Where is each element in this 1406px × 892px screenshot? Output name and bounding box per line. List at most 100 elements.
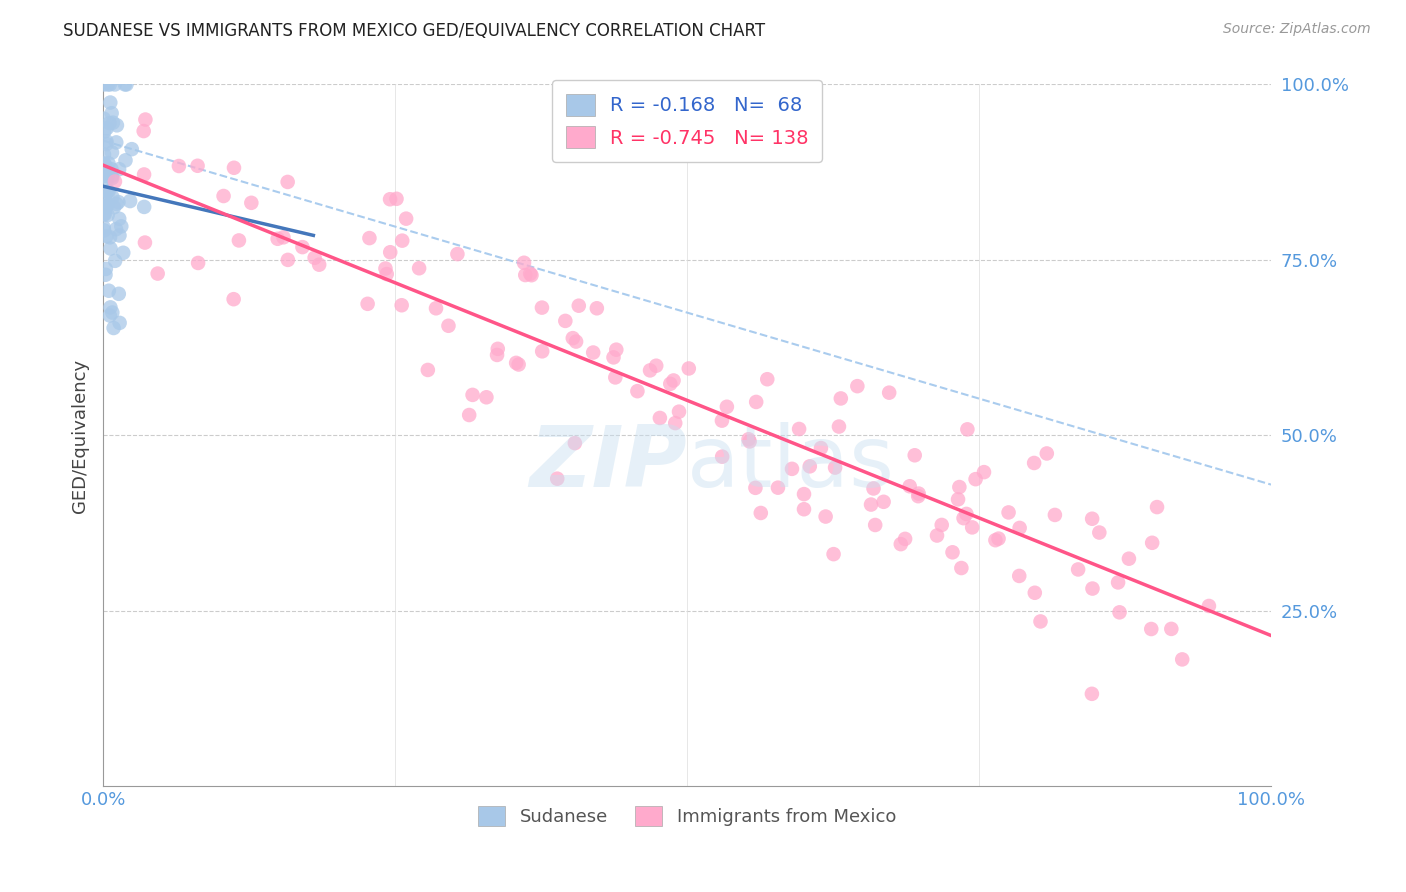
Point [107, 286, 129, 301]
Point [446, 247, 468, 261]
Point [96, 121, 118, 136]
Point [830, 392, 852, 406]
Point [898, 479, 921, 493]
Point [385, 192, 408, 206]
Point [115, 78, 138, 92]
Point [103, 321, 125, 335]
Point [94, 207, 117, 221]
Point [1036, 446, 1059, 460]
Point [93, 191, 115, 205]
Point [582, 345, 605, 359]
Point [877, 385, 900, 400]
Point [823, 547, 845, 561]
Point [93, 112, 115, 126]
Point [965, 472, 987, 486]
Point [941, 545, 963, 559]
Point [96, 136, 118, 151]
Point [1140, 536, 1163, 550]
Point [105, 222, 128, 236]
Point [94, 261, 117, 276]
Point [273, 230, 295, 244]
Point [1067, 562, 1090, 576]
Point [96, 184, 118, 198]
Point [1024, 456, 1046, 470]
Point [132, 124, 155, 138]
Point [98, 309, 121, 323]
Point [105, 119, 128, 133]
Point [564, 436, 586, 450]
Point [101, 190, 124, 204]
Point [94, 157, 117, 171]
Point [907, 489, 929, 503]
Point [104, 174, 127, 188]
Point [486, 348, 509, 362]
Point [212, 189, 235, 203]
Point [531, 344, 554, 359]
Point [110, 219, 132, 234]
Point [1024, 586, 1046, 600]
Point [437, 318, 460, 333]
Point [304, 251, 326, 265]
Point [120, 194, 142, 208]
Point [97, 184, 120, 198]
Point [94, 268, 117, 282]
Point [96, 229, 118, 244]
Point [132, 168, 155, 182]
Point [678, 361, 700, 376]
Point [96, 169, 118, 184]
Point [1008, 569, 1031, 583]
Point [187, 159, 209, 173]
Point [96, 161, 118, 175]
Point [359, 231, 381, 245]
Point [1008, 521, 1031, 535]
Point [112, 245, 135, 260]
Point [846, 379, 869, 393]
Point [167, 159, 190, 173]
Point [96, 198, 118, 212]
Point [799, 459, 821, 474]
Point [565, 334, 588, 349]
Point [513, 256, 536, 270]
Point [659, 376, 682, 391]
Point [101, 145, 124, 160]
Point [904, 448, 927, 462]
Point [1029, 615, 1052, 629]
Point [997, 505, 1019, 519]
Point [872, 495, 894, 509]
Point [787, 422, 810, 436]
Point [121, 142, 143, 156]
Point [948, 480, 970, 494]
Point [240, 195, 263, 210]
Point [222, 161, 245, 175]
Point [97, 208, 120, 222]
Point [100, 242, 122, 256]
Point [96, 173, 118, 187]
Point [907, 486, 929, 500]
Point [956, 422, 979, 436]
Text: SUDANESE VS IMMIGRANTS FROM MEXICO GED/EQUIVALENCY CORRELATION CHART: SUDANESE VS IMMIGRANTS FROM MEXICO GED/E… [63, 22, 765, 40]
Point [860, 498, 883, 512]
Point [987, 532, 1010, 546]
Point [756, 372, 779, 386]
Point [711, 450, 734, 464]
Point [585, 301, 607, 316]
Point [824, 460, 846, 475]
Point [749, 506, 772, 520]
Point [146, 267, 169, 281]
Point [530, 301, 553, 315]
Point [97, 284, 120, 298]
Point [100, 301, 122, 315]
Point [1140, 622, 1163, 636]
Point [554, 314, 576, 328]
Point [662, 374, 685, 388]
Point [737, 432, 759, 446]
Point [710, 414, 733, 428]
Point [104, 253, 127, 268]
Point [793, 487, 815, 501]
Point [134, 200, 156, 214]
Point [626, 384, 648, 399]
Point [862, 482, 884, 496]
Point [519, 267, 541, 281]
Point [134, 112, 156, 127]
Point [107, 195, 129, 210]
